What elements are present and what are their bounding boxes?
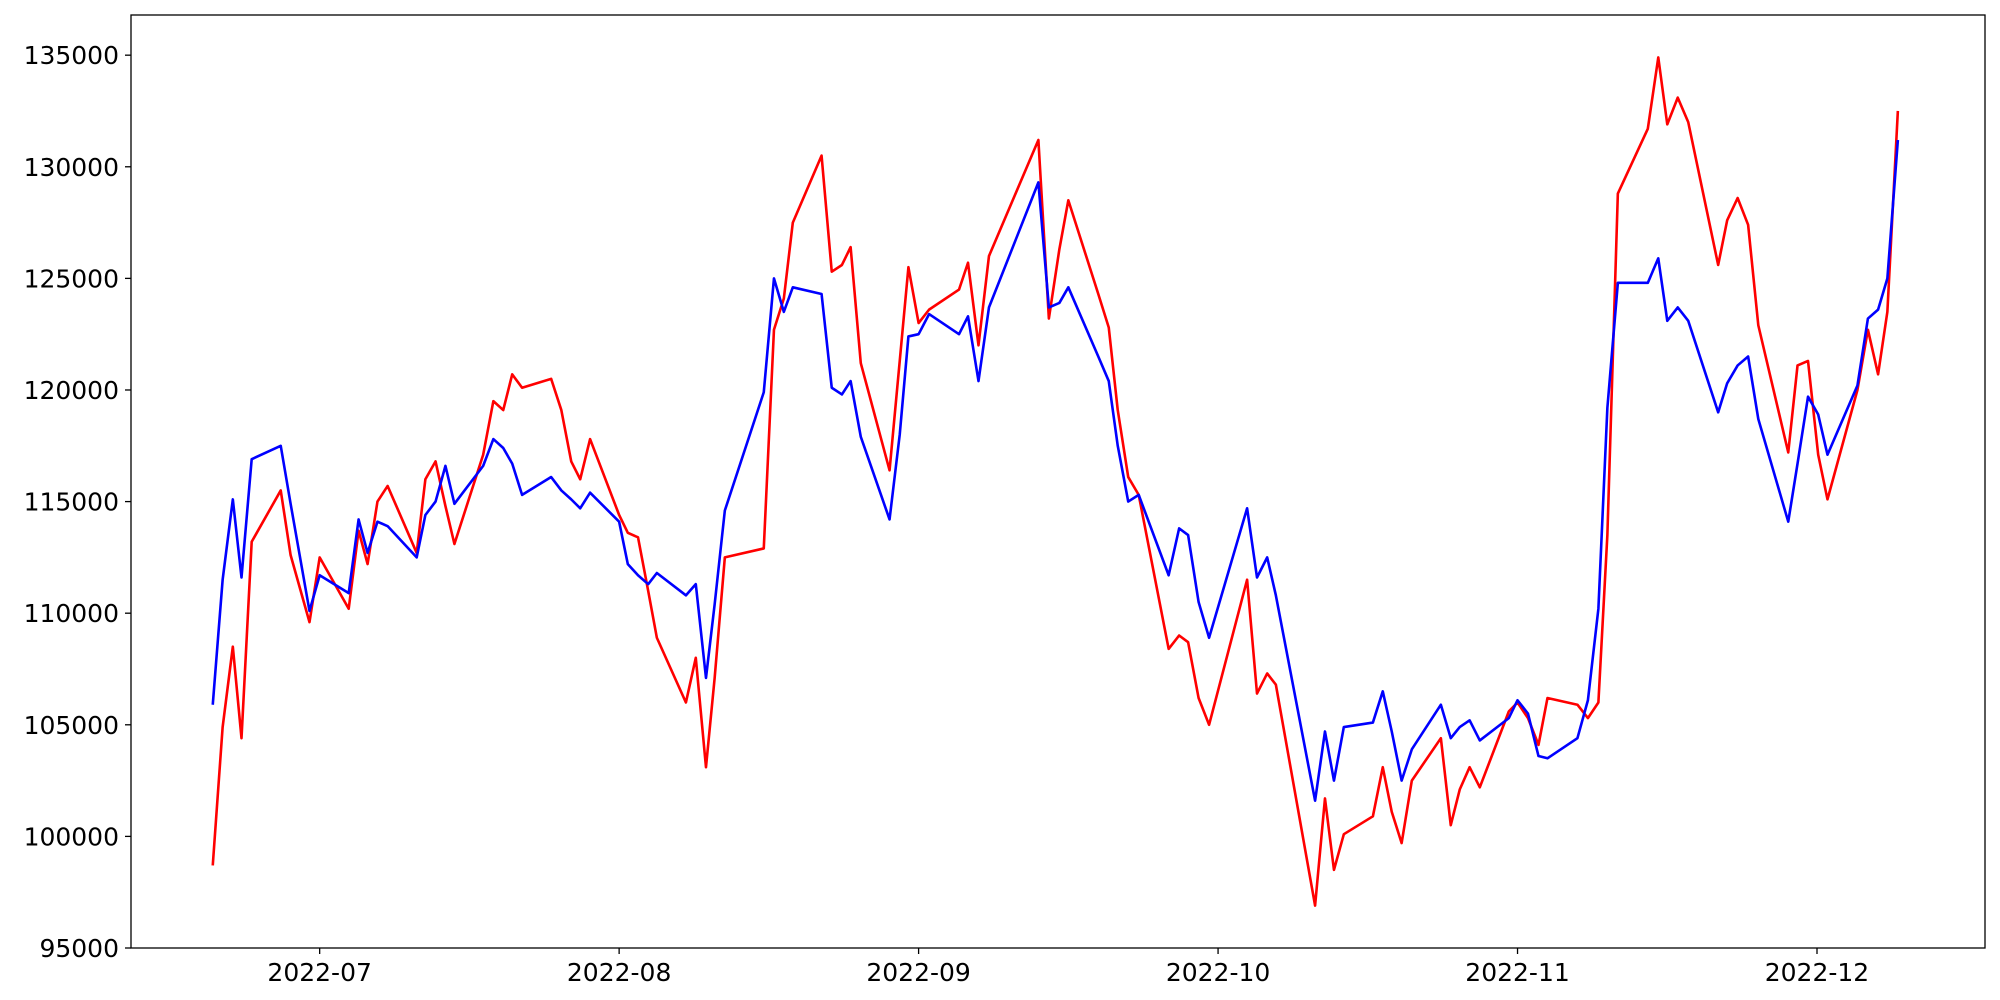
x-tick-label: 2022-10 [1166,958,1270,987]
y-tick-label: 130000 [24,153,119,182]
data-line [211,56,1900,907]
x-tick-label: 2022-11 [1465,958,1569,987]
data-line [211,139,1900,802]
y-tick-label: 95000 [39,934,119,963]
y-tick-label: 135000 [24,41,119,70]
x-tick-label: 2022-12 [1765,958,1869,987]
y-tick-label: 120000 [24,376,119,405]
y-tick-label: 110000 [24,599,119,628]
y-tick-label: 125000 [24,264,119,293]
y-tick-label: 105000 [24,711,119,740]
x-tick-label: 2022-07 [267,958,371,987]
plot-frame [130,14,1986,949]
y-tick-label: 115000 [24,488,119,517]
x-tick-label: 2022-08 [567,958,671,987]
x-tick-label: 2022-09 [866,958,970,987]
y-tick-label: 100000 [24,822,119,851]
